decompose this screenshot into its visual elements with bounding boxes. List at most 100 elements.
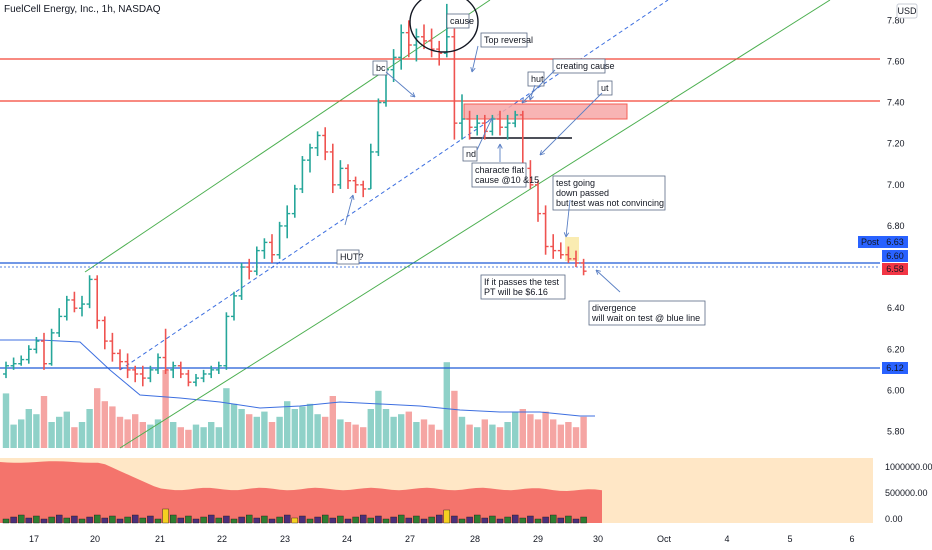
volume-bar (550, 419, 557, 448)
volume-ma-line (0, 339, 595, 417)
annotation-divergence-box (588, 300, 706, 326)
volume-bar (390, 416, 397, 448)
y-tick-label: 5.80 (887, 427, 905, 437)
volume-bar (177, 427, 184, 448)
price-tag-value: 6.63 (886, 237, 904, 247)
chart-title: FuelCell Energy, Inc., 1h, NASDAQ (4, 4, 161, 15)
price-tag-label-bg (858, 236, 882, 248)
indicator-bar (352, 516, 359, 524)
volume-bar (314, 414, 321, 448)
arrow-ut-head (539, 150, 545, 156)
indicator-bar (443, 509, 450, 524)
volume-bar (170, 422, 177, 448)
volume-bar (451, 390, 458, 448)
indicator-bar (405, 517, 412, 524)
volume-bar (223, 388, 230, 448)
annotation-bc-text: bc (376, 63, 386, 73)
indicator-bar (496, 518, 504, 524)
channel-lower-line (119, 0, 831, 449)
indicator-bar (451, 515, 458, 524)
indicator-bar (398, 514, 405, 524)
arrow-test-head (563, 232, 570, 238)
volume-bar (542, 411, 549, 448)
price-tag-bg (882, 250, 908, 262)
indicator-bar (33, 515, 40, 524)
x-tick-label: 21 (155, 534, 165, 544)
y-tick-label: 6.80 (887, 221, 905, 231)
volume-bar (124, 419, 131, 448)
arrow-top-reversal-head (470, 66, 476, 73)
volume-bar (557, 424, 564, 448)
volume-bar (230, 403, 238, 448)
arrow-nd (476, 117, 493, 151)
x-tick-label: 20 (90, 534, 100, 544)
indicator-bar (2, 518, 10, 524)
volume-bar (534, 419, 542, 448)
indicator-bar (177, 517, 185, 524)
y-tick-label: 6.20 (887, 344, 905, 354)
arrow-lower-test (344, 194, 354, 226)
x-tick-label: 6 (849, 534, 854, 544)
volume-bar (352, 424, 359, 448)
indicator-bar (25, 517, 32, 524)
indicator-bar (48, 516, 55, 524)
annotation-character-flat-text: characte flat (475, 165, 525, 175)
y-tick-label: 7.20 (887, 139, 905, 149)
indicator-bar (192, 518, 200, 524)
volume-bar (519, 409, 526, 448)
indicator-area (0, 461, 602, 523)
volume-bar (299, 406, 306, 448)
volume-bar (25, 409, 32, 448)
resistance-zone (463, 103, 628, 120)
indicator-bar (580, 516, 587, 524)
indicator-bar (375, 515, 382, 524)
y-tick-label: 7.60 (887, 56, 905, 66)
volume-bar (162, 370, 169, 448)
arrow-ut (539, 92, 603, 156)
indicator-bar (56, 514, 63, 524)
annotation-character-flat-box (471, 162, 527, 188)
volume-bar (291, 409, 298, 448)
volume-bar (253, 416, 260, 448)
indicator-bar (428, 516, 435, 524)
y-tick-label: 7.80 (887, 15, 905, 25)
price-tag-bg (882, 236, 908, 248)
volume-bar (382, 409, 390, 448)
indicator-bar (268, 518, 276, 524)
annotation-creating-cause-box (552, 58, 606, 74)
annotation-bc-box (372, 60, 388, 76)
annotation-test-going-box (552, 175, 666, 211)
annotation-passes-test-text: PT will be $6.16 (484, 287, 548, 297)
indicator-bar (63, 517, 70, 524)
volume-bar (147, 424, 154, 448)
annotation-divergence-text: will wait on test @ blue line (591, 313, 700, 323)
arrow-divergence-head (595, 269, 601, 275)
indicator-bar (10, 516, 17, 524)
indicator-bar (299, 515, 306, 524)
arrow-test (565, 199, 571, 238)
indicator-bar (481, 517, 488, 524)
volume-bar (71, 427, 78, 448)
indicator-bar (436, 514, 443, 524)
volume-bar (10, 424, 17, 448)
x-tick-label: 30 (593, 534, 603, 544)
volume-bar (192, 424, 200, 448)
indicator-bar (466, 516, 473, 524)
indicator-bar (329, 517, 336, 524)
indicator-bar (360, 514, 367, 524)
volume-bar (360, 427, 367, 448)
x-tick-label: 28 (470, 534, 480, 544)
arrow-lower-test-head (349, 194, 355, 200)
arrow-bc-head (409, 92, 416, 98)
indicator-bar (185, 515, 192, 524)
y-tick-label: 6.00 (887, 385, 905, 395)
indicator-bar (238, 516, 245, 524)
indicator-bar (504, 516, 511, 524)
volume-bar (154, 419, 162, 448)
annotation-passes-test-text: If it passes the test (484, 277, 560, 287)
indicator-bar (322, 514, 329, 524)
indicator-bar (572, 518, 580, 524)
indicator-bar (78, 518, 86, 524)
